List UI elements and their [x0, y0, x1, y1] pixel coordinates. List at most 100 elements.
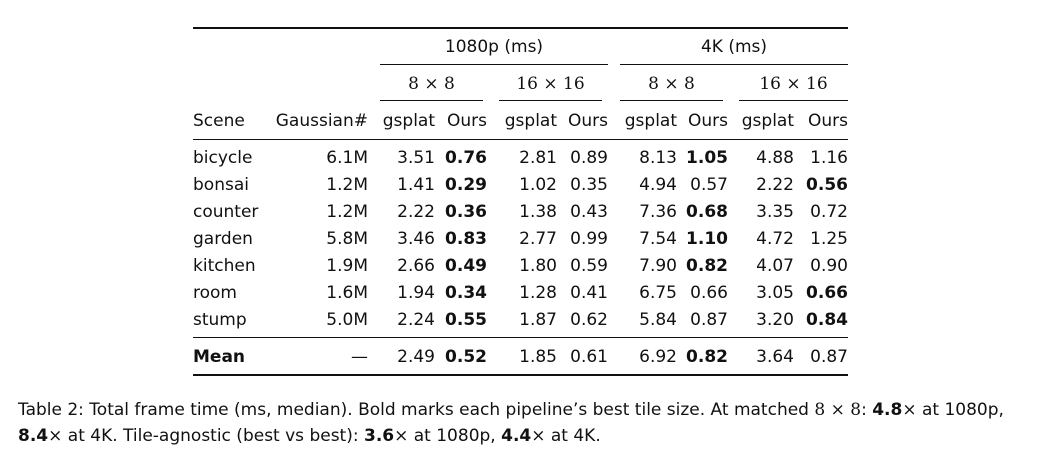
ours-time: 0.29 [445, 175, 487, 195]
group-header-4k: 4K (ms) [700, 37, 768, 57]
scene-name: stump [193, 310, 247, 330]
col-header-gsplat: gsplat [741, 111, 794, 131]
ours-time: 1.25 [810, 229, 848, 249]
gsplat-time: 1.41 [397, 175, 435, 195]
tile-rule-1080-16 [499, 100, 602, 101]
ours-time: 0.68 [686, 202, 728, 222]
gsplat-time: 2.81 [519, 148, 557, 168]
ours-time: 0.66 [690, 283, 728, 303]
gaussian-count: 6.1M [326, 148, 368, 168]
gsplat-time: 1.87 [519, 310, 557, 330]
tile-header-1080-8: 8 × 8 [408, 74, 455, 94]
ours-time: 1.10 [686, 229, 728, 249]
col-header-gsplat: gsplat [624, 111, 677, 131]
gsplat-time: 3.05 [756, 283, 794, 303]
gsplat-time: 1.94 [397, 283, 435, 303]
scene-name: room [193, 283, 237, 303]
ours-time: 0.49 [445, 256, 487, 276]
ours-time: 0.82 [686, 256, 728, 276]
col-header-gsplat: gsplat [504, 111, 557, 131]
ours-time: 1.16 [810, 148, 848, 168]
gsplat-time: 1.28 [519, 283, 557, 303]
gaussian-count: 1.6M [326, 283, 368, 303]
gsplat-time: 1.85 [519, 347, 557, 367]
caption-tile-size: 8 × 8 [814, 400, 862, 420]
gsplat-time: 6.75 [639, 283, 677, 303]
group-rule-4k [620, 64, 848, 65]
scene-name: bicycle [193, 148, 253, 168]
caption-text: Table 2: Total frame time (ms, median). … [18, 400, 815, 420]
gsplat-time: 7.54 [639, 229, 677, 249]
ours-time: 0.56 [806, 175, 848, 195]
bottom-rule [193, 374, 848, 376]
gsplat-time: 4.94 [639, 175, 677, 195]
gaussian-count: 1.2M [326, 175, 368, 195]
ours-time: 0.82 [686, 347, 728, 367]
gsplat-time: 1.38 [519, 202, 557, 222]
gsplat-time: 4.72 [756, 229, 794, 249]
ours-time: 0.52 [445, 347, 487, 367]
caption-text: × at 1080p, [902, 400, 1004, 420]
col-header-gaussian: Gaussian# [275, 111, 368, 131]
tile-header-4k-16: 16 × 16 [759, 74, 828, 94]
scene-name: garden [193, 229, 253, 249]
ours-time: 1.05 [686, 148, 728, 168]
gsplat-time: 3.35 [756, 202, 794, 222]
ours-time: 0.87 [690, 310, 728, 330]
gsplat-time: 2.77 [519, 229, 557, 249]
gsplat-time: 8.13 [639, 148, 677, 168]
ours-time: 0.43 [570, 202, 608, 222]
gaussian-count: 5.8M [326, 229, 368, 249]
gaussian-count: 5.0M [326, 310, 368, 330]
gsplat-time: 2.66 [397, 256, 435, 276]
results-table: 1080p (ms) 4K (ms) 8 × 8 16 × 16 8 × 8 1… [193, 27, 848, 377]
tile-rule-4k-16 [739, 100, 848, 101]
header-rule [193, 139, 848, 140]
gaussian-count: 1.9M [326, 256, 368, 276]
caption-speedup: 3.6 [363, 426, 395, 446]
gsplat-time: 3.20 [756, 310, 794, 330]
table-caption: Table 2: Total frame time (ms, median). … [18, 397, 1033, 449]
ours-time: 0.87 [810, 347, 848, 367]
gsplat-time: 7.36 [639, 202, 677, 222]
group-header-1080p: 1080p (ms) [444, 37, 544, 57]
group-rule-1080 [380, 64, 608, 65]
gsplat-time: 1.80 [519, 256, 557, 276]
tile-rule-4k-8 [620, 100, 723, 101]
ours-time: 0.83 [445, 229, 487, 249]
gsplat-time: 4.88 [756, 148, 794, 168]
gsplat-time: 3.51 [397, 148, 435, 168]
gsplat-time: 7.90 [639, 256, 677, 276]
caption-speedup: 4.4 [501, 426, 532, 446]
tile-header-4k-8: 8 × 8 [648, 74, 695, 94]
col-header-scene: Scene [193, 111, 245, 131]
gsplat-time: 2.22 [756, 175, 794, 195]
scene-name: Mean [193, 347, 246, 367]
scene-name: bonsai [193, 175, 249, 195]
ours-time: 0.41 [570, 283, 608, 303]
caption-text: × at 4K. Tile-agnostic (best vs best): [48, 426, 364, 446]
mean-rule [193, 337, 848, 338]
ours-time: 0.61 [570, 347, 608, 367]
gsplat-time: 6.92 [639, 347, 677, 367]
ours-time: 0.36 [445, 202, 487, 222]
ours-time: 0.62 [570, 310, 608, 330]
ours-time: 0.84 [806, 310, 848, 330]
caption-speedup: 8.4 [18, 426, 49, 446]
scene-name: kitchen [193, 256, 256, 276]
ours-time: 0.72 [810, 202, 848, 222]
gsplat-time: 2.24 [397, 310, 435, 330]
caption-text: × at 4K. [531, 426, 601, 446]
col-header-ours: Ours [687, 111, 728, 131]
top-rule [193, 27, 848, 29]
ours-time: 0.57 [690, 175, 728, 195]
gsplat-time: 5.84 [639, 310, 677, 330]
gsplat-time: 1.02 [519, 175, 557, 195]
ours-time: 0.76 [445, 148, 487, 168]
gsplat-time: 3.64 [756, 347, 794, 367]
tile-rule-1080-8 [380, 100, 483, 101]
ours-time: 0.34 [445, 283, 487, 303]
ours-time: 0.99 [570, 229, 608, 249]
ours-time: 0.35 [570, 175, 608, 195]
ours-time: 0.90 [810, 256, 848, 276]
